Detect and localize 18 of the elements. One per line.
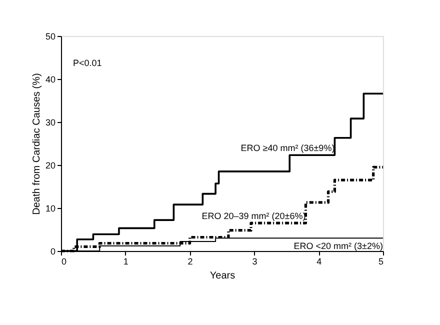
x-tick-label: 2 [188,256,193,266]
x-tick-label: 1 [123,256,128,266]
x-tick-label: 4 [316,256,322,266]
x-axis-title: Years [210,270,236,282]
series-label: ERO ≥40 mm² (36±9%) [240,143,335,154]
y-tick-label: 10 [45,204,56,214]
y-tick-label: 30 [45,118,56,128]
x-tick-label: 3 [252,256,258,266]
y-axis-title: Death from Cardiac Causes (%) [31,73,42,215]
x-tick-label: 5 [378,256,384,266]
y-tick-label: 50 [45,32,56,42]
annotation: P<0.01 [73,58,102,68]
series-label: ERO 20–39 mm² (20±6%) [202,211,306,222]
series-label: ERO <20 mm² (3±2%) [294,241,383,252]
y-tick-label: 40 [45,74,56,84]
y-tick-label: 0 [50,246,56,256]
x-tick-label: 0 [62,256,67,266]
y-tick-label: 20 [45,160,56,170]
